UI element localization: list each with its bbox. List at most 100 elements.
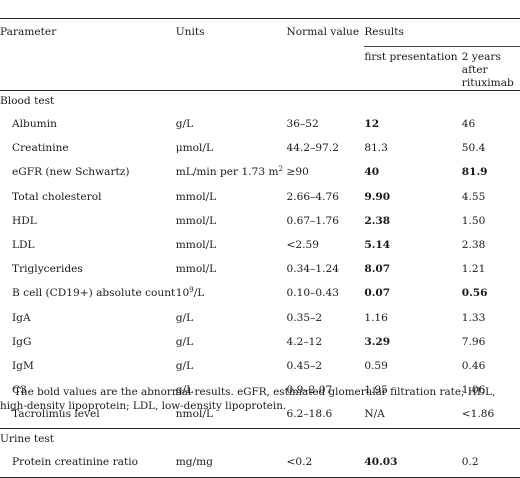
unit-text: g/L [175,384,194,397]
cell-normal-value: <0.2 [286,456,313,469]
cell-parameter: LDL [12,238,35,251]
cell-parameter: C3 [12,384,27,397]
cell-two-years-after: 0.46 [461,359,486,372]
unit-superscript: 2 [278,165,283,174]
unit-text: mmol/L [175,190,217,203]
header-results: Results [364,26,404,38]
cell-unit: mmol/L [176,211,287,235]
unit-text: mmol/L [175,214,217,227]
cell-first-presentation: 81.3 [364,142,388,155]
cell-normal-value: 4.2–12 [286,335,323,348]
cell-parameter: B cell (CD19+) absolute count [12,287,176,300]
cell-first-presentation: 0.07 [364,287,391,300]
cell-unit: μmol/L [176,138,287,162]
unit-text: mmol/L [175,238,217,251]
unit-superscript: 9 [189,286,194,295]
cell-first-presentation: 8.07 [364,263,391,276]
cell-parameter: Tacrolimus level [12,408,100,421]
cell-unit: mmol/L [176,259,287,283]
table-row: IgA g/L 0.35–2 1.16 1.33 [0,308,520,332]
cell-unit: g/L [176,114,287,138]
unit-text: mL/min per 1.73 m [175,166,279,179]
cell-first-presentation: 2.38 [364,214,391,227]
cell-first-presentation: 3.29 [364,335,391,348]
table-row: Albumin g/L 36–52 12 46 [0,114,520,138]
cell-first-presentation: N/A [364,408,385,421]
cell-two-years-after: 0.56 [461,287,488,300]
cell-unit: g/L [176,380,287,404]
unit-text: 10 [175,287,190,300]
unit-text: g/L [175,311,194,324]
table-body: Blood test Albumin g/L 36–52 12 46 Creatinine μ… [0,90,520,478]
unit-text: nmol/L [175,408,213,421]
header-parameter: Parameter [0,26,57,38]
cell-parameter: IgM [12,359,34,372]
header-row-2: first presentation 2 years after rituxim… [0,46,520,91]
cell-two-years-after: 81.9 [461,166,488,179]
section-row: Blood test [0,90,520,115]
cell-two-years-after: 1.50 [461,214,486,227]
cell-unit: 109/L [176,283,287,307]
cell-normal-value: 0.9–2.07 [286,384,333,397]
header-first-presentation: first presentation [364,46,462,91]
cell-unit: mmol/L [176,235,287,259]
cell-parameter: Total cholesterol [12,190,102,203]
table-row: Protein creatinine ratio mg/mg <0.2 40.03 0.… [0,452,520,478]
cell-normal-value: 6.2–18.6 [286,408,333,421]
table-row: IgG g/L 4.2–12 3.29 7.96 [0,332,520,356]
cell-parameter: HDL [12,214,37,227]
cell-normal-value: ≥90 [286,166,309,179]
cell-parameter: IgA [12,311,31,324]
cell-parameter: Protein creatinine ratio [12,456,138,469]
cell-two-years-after: 2.38 [461,238,486,251]
cell-parameter: eGFR (new Schwartz) [12,166,130,179]
cell-unit: g/L [176,356,287,380]
header-units: Units [175,26,205,38]
cell-two-years-after: 1.21 [461,263,486,276]
table-row: IgM g/L 0.45–2 0.59 0.46 [0,356,520,380]
cell-first-presentation: 12 [364,118,380,130]
cell-two-years-after: 7.96 [461,335,486,348]
table-row: C3 g/L 0.9–2.07 1.95 1.06 [0,380,520,404]
table-row: Creatinine μmol/L 44.2–97.2 81.3 50.4 [0,138,520,162]
table-row: Triglycerides mmol/L 0.34–1.24 8.07 1.21 [0,259,520,283]
header-row-1: Parameter Units Normal value Results [0,18,520,47]
table-row: B cell (CD19+) absolute count 109/L 0.10–0… [0,283,520,307]
cell-parameter: IgG [12,335,32,348]
cell-two-years-after: 0.2 [461,456,479,469]
cell-first-presentation: 1.95 [364,384,388,397]
table-figure: Parameter Units Normal value Results fir… [0,18,520,478]
cell-unit: mL/min per 1.73 m2 [176,162,287,186]
cell-normal-value: 36–52 [286,118,319,130]
table-footnote: The bold values are the abnormal results… [0,386,496,412]
cell-first-presentation: 9.90 [364,190,391,203]
table-row: eGFR (new Schwartz) mL/min per 1.73 m2 ≥90… [0,162,520,186]
cell-normal-value: 0.10–0.43 [286,287,340,300]
cell-two-years-after: 46 [461,118,476,130]
table-row: Tacrolimus level nmol/L 6.2–18.6 N/A <1.86 [0,404,520,429]
cell-two-years-after: 50.4 [461,142,486,155]
cell-first-presentation: 40 [364,166,380,179]
cell-unit: g/L [176,332,287,356]
cell-parameter: Albumin [12,118,57,130]
unit-text: g/L [175,335,194,348]
unit-text: mg/mg [175,456,213,469]
cell-first-presentation: 1.16 [364,311,388,324]
header-normal-value: Normal value [286,26,360,38]
table-row: HDL mmol/L 0.67–1.76 2.38 1.50 [0,211,520,235]
cell-two-years-after: 1.06 [461,384,486,397]
cell-first-presentation: 5.14 [364,238,391,251]
unit-tail: /L [193,287,205,300]
cell-first-presentation: 0.59 [364,359,388,372]
cell-parameter: Creatinine [12,142,69,155]
cell-unit: mmol/L [176,187,287,211]
unit-text: g/L [175,118,194,130]
unit-text: μmol/L [175,142,214,155]
table-row: LDL mmol/L <2.59 5.14 2.38 [0,235,520,259]
cell-parameter: Triglycerides [12,263,83,276]
cell-two-years-after: <1.86 [461,408,495,421]
cell-normal-value: 0.34–1.24 [286,263,340,276]
cell-unit: nmol/L [176,404,287,429]
section-title: Blood test [0,95,55,107]
section-title: Urine test [0,433,55,446]
